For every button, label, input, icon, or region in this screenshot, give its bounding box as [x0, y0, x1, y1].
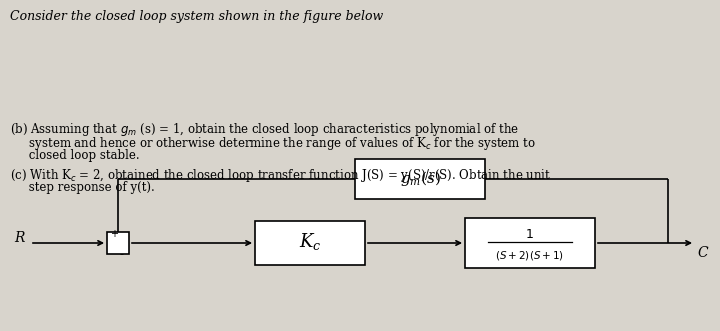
Text: R: R [14, 231, 24, 245]
Text: step response of y(t).: step response of y(t). [10, 181, 155, 194]
Text: system and hence or otherwise determine the range of values of K$_c$ for the sys: system and hence or otherwise determine … [10, 135, 536, 152]
Bar [465, 218, 595, 268]
Bar [355, 159, 485, 199]
Text: 1: 1 [526, 227, 534, 241]
Text: +: + [110, 229, 118, 239]
Text: -: - [119, 249, 123, 259]
Text: (b) Assuming that $g_m$ (s) = 1, obtain the closed loop characteristics polynomi: (b) Assuming that $g_m$ (s) = 1, obtain … [10, 121, 519, 138]
Text: Consider the closed loop system shown in the figure below: Consider the closed loop system shown in… [10, 10, 383, 23]
Bar [255, 221, 365, 265]
Text: closed loop stable.: closed loop stable. [10, 149, 140, 162]
Text: C: C [697, 246, 708, 260]
Text: (c) With K$_c$ = 2, obtained the closed loop transfer function J(S) = y(S)/r(S).: (c) With K$_c$ = 2, obtained the closed … [10, 167, 552, 184]
Text: $K_c$: $K_c$ [299, 230, 321, 252]
Text: $(S+2)(S+1)$: $(S+2)(S+1)$ [495, 249, 564, 261]
Bar [107, 232, 129, 254]
Text: $g_m(s)$: $g_m(s)$ [400, 168, 441, 187]
